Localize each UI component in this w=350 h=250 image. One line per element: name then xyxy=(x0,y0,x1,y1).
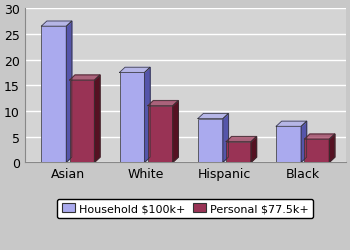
Polygon shape xyxy=(41,22,72,27)
Polygon shape xyxy=(66,22,72,162)
Polygon shape xyxy=(173,101,178,162)
Bar xyxy=(120,73,145,162)
Polygon shape xyxy=(198,114,229,119)
Polygon shape xyxy=(304,134,335,140)
Polygon shape xyxy=(148,101,178,106)
Bar xyxy=(41,27,66,162)
Polygon shape xyxy=(145,68,150,162)
Polygon shape xyxy=(251,137,257,162)
Polygon shape xyxy=(276,122,307,127)
Bar xyxy=(148,106,173,162)
Polygon shape xyxy=(94,76,100,162)
Polygon shape xyxy=(226,137,257,142)
Polygon shape xyxy=(120,68,150,73)
Bar xyxy=(304,140,329,162)
Bar xyxy=(276,127,301,162)
Polygon shape xyxy=(223,114,229,162)
Polygon shape xyxy=(70,76,100,81)
Legend: Household $100k+, Personal $77.5k+: Household $100k+, Personal $77.5k+ xyxy=(57,199,314,218)
Bar xyxy=(198,119,223,162)
Polygon shape xyxy=(329,134,335,162)
Polygon shape xyxy=(301,122,307,162)
Bar xyxy=(70,81,94,162)
Bar xyxy=(226,142,251,163)
